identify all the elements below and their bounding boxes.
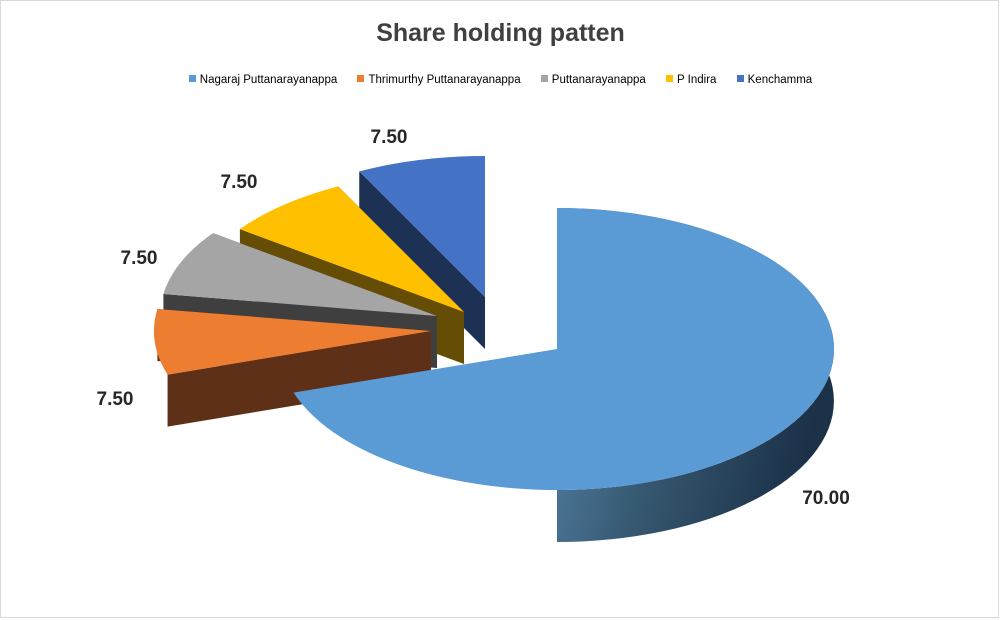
svg-text:7.50: 7.50	[121, 248, 158, 269]
svg-text:7.50: 7.50	[371, 127, 408, 148]
svg-text:7.50: 7.50	[97, 389, 134, 410]
svg-text:7.50: 7.50	[221, 172, 258, 193]
svg-text:70.00: 70.00	[802, 488, 850, 509]
